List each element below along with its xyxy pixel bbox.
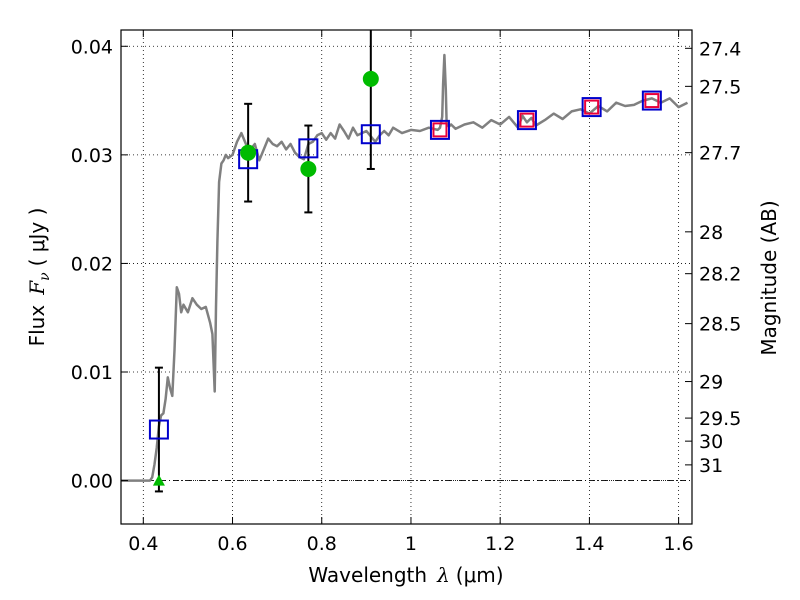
photometry-square-blue (429, 119, 450, 140)
x-axis-title: Wavelength λ (μm) (308, 563, 503, 587)
y2-tick-label: 28 (699, 222, 723, 244)
x-tick-label: 1 (405, 533, 417, 555)
y2-tick-label: 27.5 (699, 76, 741, 98)
y-axis-title: Flux Fν ( μJy ) (25, 208, 53, 347)
y2-tick-label: 27.4 (699, 38, 741, 60)
y2-tick-label: 31 (699, 455, 723, 477)
x-tick-label: 1.2 (485, 533, 515, 555)
x-axis-title-unit: (μm) (456, 563, 504, 587)
y-axis: 0.00 0.01 0.02 0.03 0.04 (71, 36, 128, 493)
photometry-square-red (519, 112, 535, 128)
photometry-square-blue (581, 97, 602, 118)
x-axis: 0.4 0.6 0.8 1 1.2 1.4 1.6 (128, 30, 694, 555)
photometry-square-blue (148, 419, 169, 440)
plot-frame (120, 29, 693, 525)
y-axis-title-symbol: F (25, 280, 49, 296)
y-tick-label: 0.03 (71, 145, 113, 167)
y-tick-label: 0.01 (71, 362, 113, 384)
y2-tick-label: 30 (699, 431, 723, 453)
x-axis-title-symbol: λ (436, 563, 450, 587)
y-tick-label: 0.04 (71, 36, 113, 58)
y2-axis-title: Magnitude (AB) (757, 200, 781, 355)
photometry-square-blue (298, 138, 319, 159)
y-axis-title-unit: ( μJy ) (25, 208, 49, 267)
photometry-square-red (644, 93, 660, 109)
y2-tick-label: 29 (699, 372, 723, 394)
y2-tick-label: 29.5 (699, 408, 741, 430)
x-axis-title-prefix: Wavelength (308, 563, 427, 587)
y-axis-title-prefix: Flux (25, 305, 49, 347)
y2-tick-label: 28.2 (699, 264, 741, 286)
observed-point (240, 144, 257, 161)
x-tick-label: 1.4 (574, 533, 604, 555)
y2-tick-label: 28.5 (699, 314, 741, 336)
series-layer (121, 30, 689, 493)
observed-point (300, 160, 317, 177)
photometry-square-blue (360, 124, 381, 145)
y-tick-label: 0.00 (71, 471, 113, 493)
y2-tick-label: 27.7 (699, 143, 741, 165)
observed-point (362, 70, 379, 87)
photometry-square-blue (516, 110, 537, 131)
photometry-square-blue (641, 90, 662, 111)
upper-limit-triangle (152, 474, 165, 486)
plot-area (121, 30, 692, 524)
photometry-square-red (584, 99, 600, 115)
x-tick-label: 0.6 (217, 533, 247, 555)
photometry-square-red (432, 122, 448, 138)
y-tick-label: 0.02 (71, 253, 113, 275)
x-tick-label: 0.8 (307, 533, 337, 555)
model-spectrum-line (121, 53, 689, 482)
x-tick-label: 1.6 (664, 533, 694, 555)
x-tick-label: 0.4 (128, 533, 158, 555)
y-axis-title-subscript: ν (37, 272, 53, 281)
